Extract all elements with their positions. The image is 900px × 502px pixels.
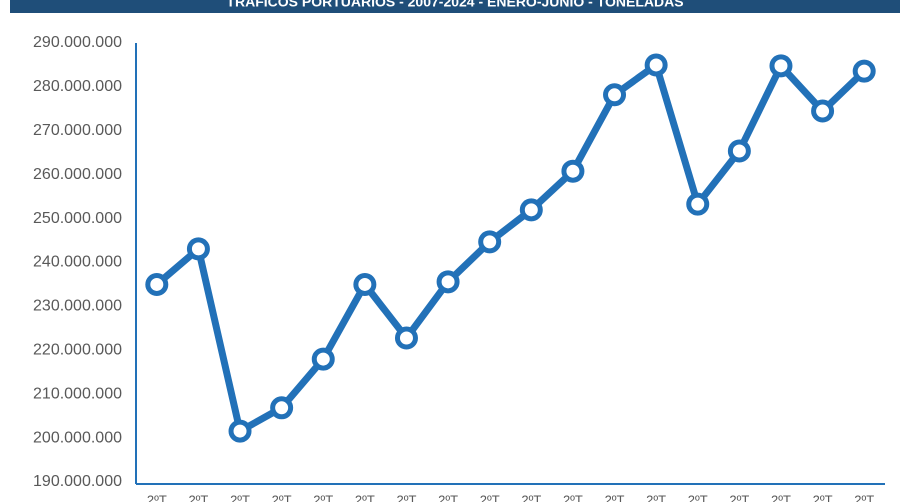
y-tick-label: 290.000.000 bbox=[33, 34, 122, 51]
x-tick-label: 2ºT bbox=[397, 492, 417, 502]
x-tick-label: 2ºT bbox=[854, 492, 874, 502]
point-marker bbox=[186, 237, 210, 261]
x-tick-label: 2ºT bbox=[646, 492, 666, 502]
point-marker bbox=[769, 54, 793, 78]
x-tick-label: 2ºT bbox=[563, 492, 583, 502]
point-marker bbox=[394, 326, 418, 350]
x-tick-label: 2ºT bbox=[272, 492, 292, 502]
y-tick-label: 260.000.000 bbox=[33, 166, 122, 183]
y-tick-label: 250.000.000 bbox=[33, 210, 122, 227]
point-marker bbox=[436, 270, 460, 294]
x-tick-label: 2ºT bbox=[438, 492, 458, 502]
point-marker bbox=[727, 139, 751, 163]
y-tick-label: 240.000.000 bbox=[33, 254, 122, 271]
y-tick-label: 200.000.000 bbox=[33, 429, 122, 446]
x-tick-label: 2ºT bbox=[147, 492, 167, 502]
chart-title: TRÁFICOS PORTUARIOS - 2007-2024 - ENERO-… bbox=[226, 0, 683, 10]
point-marker bbox=[353, 272, 377, 296]
point-marker bbox=[311, 347, 335, 371]
x-tick-label: 2ºT bbox=[521, 492, 541, 502]
point-marker bbox=[811, 99, 835, 123]
x-tick-label: 2ºT bbox=[480, 492, 500, 502]
x-tick-label: 2ºT bbox=[813, 492, 833, 502]
x-tick-label: 2ºT bbox=[188, 492, 208, 502]
point-marker bbox=[478, 230, 502, 254]
y-tick-label: 280.000.000 bbox=[33, 78, 122, 95]
title-bar bbox=[10, 0, 900, 13]
y-tick-label: 210.000.000 bbox=[33, 385, 122, 402]
x-tick-label: 2ºT bbox=[688, 492, 708, 502]
point-marker bbox=[561, 159, 585, 183]
point-marker bbox=[519, 198, 543, 222]
x-tick-label: 2ºT bbox=[771, 492, 791, 502]
x-tick-label: 2ºT bbox=[355, 492, 375, 502]
point-marker bbox=[228, 419, 252, 443]
y-tick-label: 220.000.000 bbox=[33, 342, 122, 359]
y-tick-label: 270.000.000 bbox=[33, 122, 122, 139]
point-marker bbox=[270, 396, 294, 420]
x-tick-label: 2ºT bbox=[230, 492, 250, 502]
y-tick-label: 230.000.000 bbox=[33, 298, 122, 315]
point-marker bbox=[644, 53, 668, 77]
point-marker bbox=[603, 83, 627, 107]
x-tick-label: 2ºT bbox=[313, 492, 333, 502]
series-line bbox=[154, 61, 867, 435]
point-marker bbox=[852, 59, 876, 83]
point-marker bbox=[686, 192, 710, 216]
point-marker bbox=[145, 272, 169, 296]
x-tick-label: 2ºT bbox=[605, 492, 625, 502]
x-tick-label: 2ºT bbox=[729, 492, 749, 502]
y-tick-label: 190.000.000 bbox=[33, 473, 122, 490]
